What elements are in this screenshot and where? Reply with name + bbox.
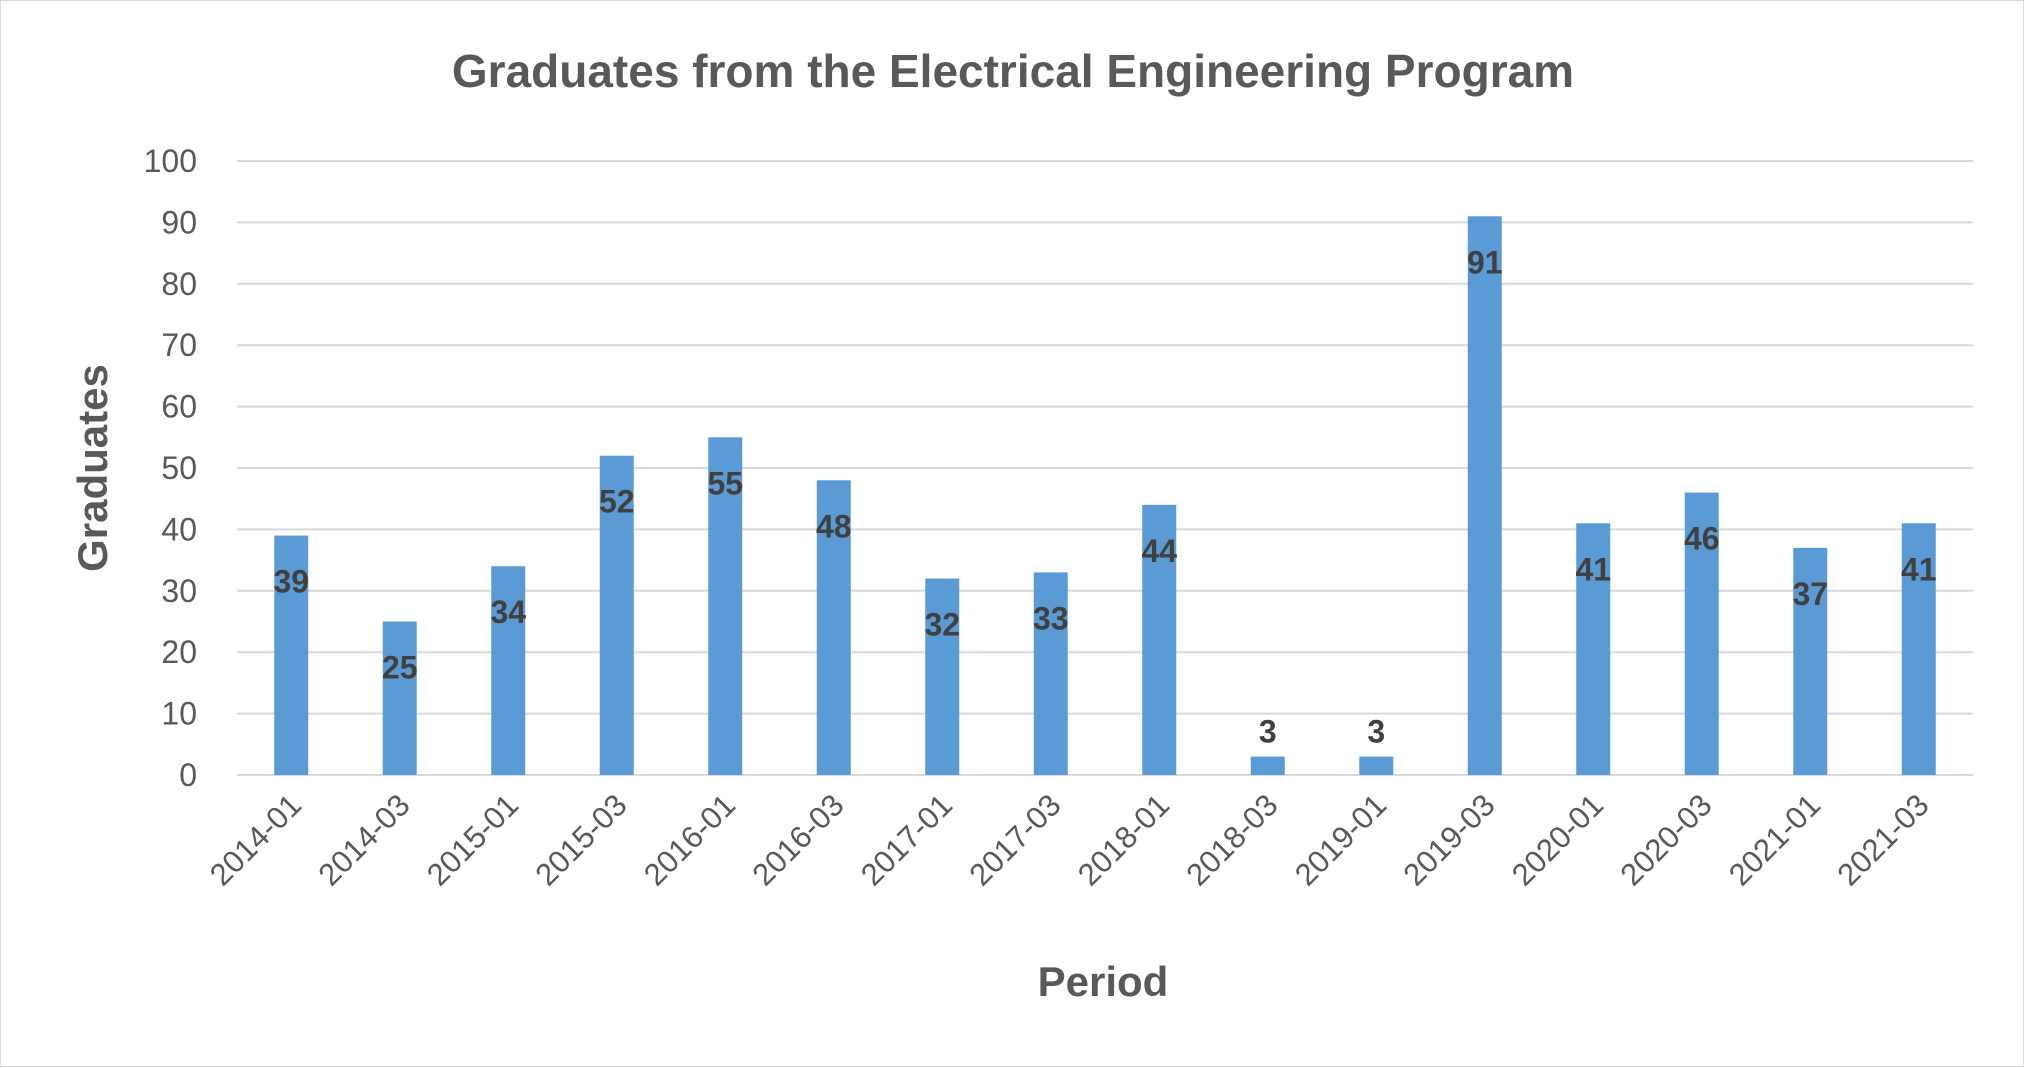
bar <box>1793 547 1828 775</box>
bar <box>274 535 309 775</box>
bar <box>1250 756 1285 775</box>
bar <box>1033 572 1068 775</box>
x-tick-label: 2020-03 <box>1613 787 1718 892</box>
y-tick-label: 100 <box>144 143 197 179</box>
data-label: 39 <box>273 564 309 600</box>
data-label: 34 <box>490 594 526 630</box>
x-tick-label: 2019-01 <box>1288 787 1393 892</box>
x-axis-title: Period <box>1038 958 1169 1005</box>
bar <box>1684 492 1719 775</box>
x-tick-label: 2018-03 <box>1179 787 1284 892</box>
data-label: 46 <box>1684 521 1720 557</box>
x-tick-label: 2015-03 <box>528 787 633 892</box>
x-tick-label: 2017-03 <box>962 787 1067 892</box>
data-label: 3 <box>1367 714 1385 750</box>
y-axis-title: Graduates <box>69 364 116 572</box>
bar <box>599 455 634 775</box>
bar <box>925 578 960 775</box>
bar <box>382 621 417 775</box>
x-tick-label: 2021-03 <box>1830 787 1935 892</box>
bar <box>1467 216 1502 775</box>
data-label: 41 <box>1901 551 1937 587</box>
y-tick-label: 80 <box>161 266 197 302</box>
data-label: 48 <box>816 508 852 544</box>
x-tick-label: 2017-01 <box>854 787 959 892</box>
x-axis-ticks: 2014-01 2014-03 2015-01 2015-03 2016-01 2016-… <box>203 787 1936 892</box>
bar <box>1142 504 1177 775</box>
y-tick-label: 40 <box>161 511 197 547</box>
y-tick-label: 0 <box>179 757 197 793</box>
bar <box>1901 523 1936 775</box>
x-tick-label: 2016-03 <box>745 787 850 892</box>
data-label: 3 <box>1259 714 1277 750</box>
bar <box>816 480 851 775</box>
data-label: 52 <box>599 484 635 520</box>
data-label: 37 <box>1792 576 1828 612</box>
y-tick-label: 20 <box>161 634 197 670</box>
x-tick-label: 2016-01 <box>637 787 742 892</box>
data-label: 41 <box>1575 551 1611 587</box>
x-tick-label: 2018-01 <box>1071 787 1176 892</box>
bars <box>274 216 1936 775</box>
x-tick-label: 2014-01 <box>203 787 308 892</box>
bar <box>491 566 526 775</box>
y-tick-label: 30 <box>161 573 197 609</box>
chart-title: Graduates from the Electrical Engineerin… <box>452 45 1574 97</box>
y-tick-label: 60 <box>161 389 197 425</box>
y-tick-label: 50 <box>161 450 197 486</box>
y-tick-label: 90 <box>161 204 197 240</box>
bar <box>1576 523 1611 775</box>
data-label: 44 <box>1141 533 1177 569</box>
x-tick-label: 2019-03 <box>1396 787 1501 892</box>
data-label: 55 <box>707 465 743 501</box>
x-tick-label: 2021-01 <box>1722 787 1827 892</box>
data-label: 25 <box>382 650 418 686</box>
bar <box>1359 756 1394 775</box>
data-label: 32 <box>924 607 960 643</box>
gridlines <box>237 160 1973 776</box>
y-tick-label: 70 <box>161 327 197 363</box>
data-label: 91 <box>1467 244 1503 280</box>
x-tick-label: 2015-01 <box>420 787 525 892</box>
y-tick-label: 10 <box>161 696 197 732</box>
y-axis-ticks: 0 10 20 30 40 50 60 70 80 90 100 <box>144 143 197 793</box>
data-label: 33 <box>1033 600 1069 636</box>
bar <box>708 437 743 775</box>
x-tick-label: 2020-01 <box>1505 787 1610 892</box>
x-tick-label: 2014-03 <box>311 787 416 892</box>
